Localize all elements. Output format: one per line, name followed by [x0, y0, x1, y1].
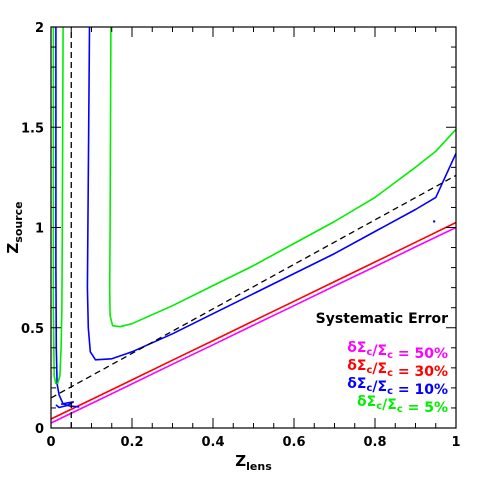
y-tick-label: 0.5	[21, 322, 44, 337]
legend-entry-3: δΣc/Σc = 10%	[347, 376, 448, 398]
legend-entry-1: δΣc/Σc = 50%	[347, 340, 448, 362]
x-tick-label: 1	[451, 435, 460, 450]
legend-entries: δΣc/Σc = 50%δΣc/Σc = 30%δΣc/Σc = 10%δΣc/…	[347, 340, 448, 416]
x-axis-label: Zlens	[235, 452, 272, 473]
series-4-contour-3	[108, 26, 457, 328]
x-tick-label: 0.4	[201, 435, 224, 450]
legend-entry-2: δΣc/Σc = 30%	[347, 358, 448, 380]
reference-lines	[50, 27, 457, 428]
series-3-contour-3	[86, 26, 457, 361]
y-tick-label: 2	[35, 21, 44, 36]
legend: Systematic Error δΣc/Σc = 50%δΣc/Σc = 30…	[316, 311, 448, 416]
contour-dot-1	[432, 220, 436, 223]
axis-ticks	[50, 26, 457, 429]
axis-tick-labels: 0 0.2 0.4 0.6 0.8 1 0 0.5 1 1.5 2	[21, 21, 461, 450]
legend-entry-4: δΣc/Σc = 5%	[357, 394, 448, 416]
series-3-contour-1	[55, 27, 80, 408]
x-tick-label: 0.8	[363, 435, 386, 450]
y-tick-label: 0	[35, 422, 44, 437]
series-1-contour-1	[50, 226, 457, 424]
series-4-contour-2	[56, 26, 64, 385]
x-tick-label: 0.6	[282, 435, 305, 450]
series-2-contour-1	[50, 221, 457, 420]
y-tick-label: 1	[35, 222, 44, 237]
y-tick-label: 1.5	[21, 121, 44, 136]
y-axis-label: Zsource	[4, 201, 25, 253]
legend-title: Systematic Error	[316, 311, 448, 327]
series-3-contour-2	[55, 401, 75, 409]
x-tick-label: 0	[46, 435, 55, 450]
x-tick-label: 0.2	[120, 435, 143, 450]
dashed-reference-line-2	[50, 174, 457, 399]
